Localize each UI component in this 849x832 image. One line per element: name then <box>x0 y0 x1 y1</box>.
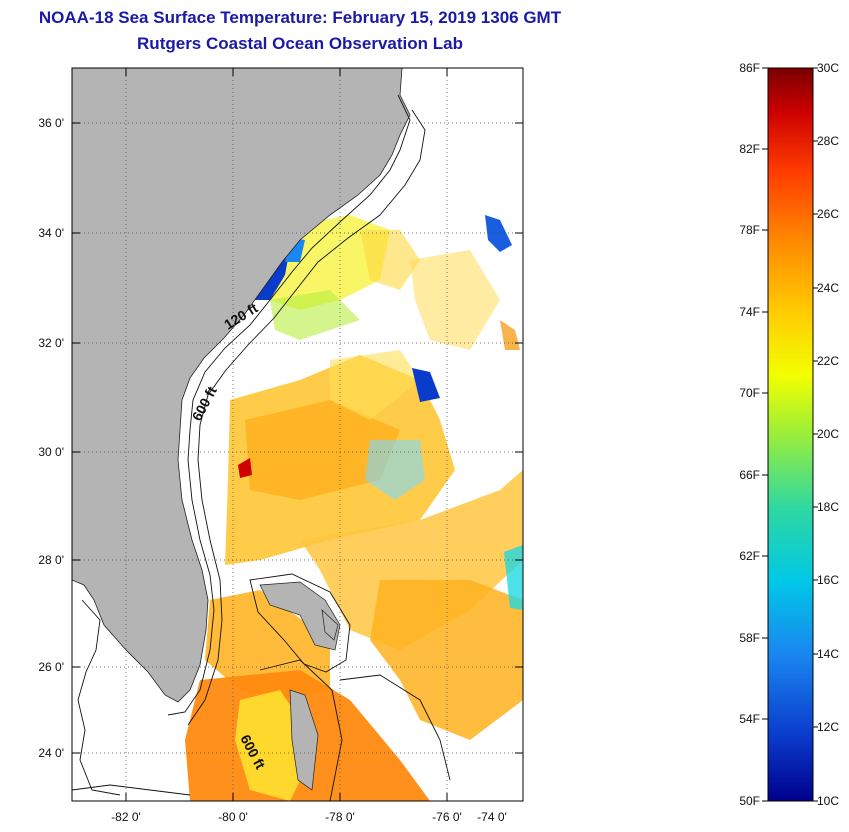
axis-ticks <box>72 68 523 801</box>
lat-label: 34 0' <box>38 226 64 240</box>
colorbar-label-c: 20C <box>817 427 840 441</box>
lat-label: 26 0' <box>38 660 64 674</box>
lon-label: -80 0' <box>218 810 248 824</box>
lat-label: 28 0' <box>38 553 64 567</box>
colorbar-label-f: 86F <box>739 61 760 75</box>
bathymetry-contours <box>72 94 451 801</box>
us-land <box>72 68 411 703</box>
map-title: NOAA-18 Sea Surface Temperature: Februar… <box>38 8 562 27</box>
colorbar-label-f: 70F <box>739 386 760 400</box>
colorbar-label-c: 30C <box>817 61 840 75</box>
colorbar-label-c: 18C <box>817 500 840 514</box>
colorbar-label-f: 74F <box>739 305 760 319</box>
lat-label: 24 0' <box>38 746 64 760</box>
bahamas-land <box>259 581 341 791</box>
lat-label: 36 0' <box>38 116 64 130</box>
lon-label: -74 0' <box>477 810 507 824</box>
colorbar-label-f: 50F <box>739 794 760 808</box>
colorbar-label-f: 58F <box>739 631 760 645</box>
colorbar-label-c: 22C <box>817 354 840 368</box>
colorbar-label-f: 82F <box>739 142 760 156</box>
lon-label: -76 0' <box>432 810 462 824</box>
colorbar-label-c: 16C <box>817 573 840 587</box>
lon-label: -82 0' <box>111 810 141 824</box>
lat-label: 32 0' <box>38 336 64 350</box>
map-area <box>72 68 523 801</box>
colorbar-label-c: 14C <box>817 647 840 661</box>
colorbar-ticks <box>762 67 818 802</box>
map-subtitle: Rutgers Coastal Ocean Observation Lab <box>137 34 463 53</box>
colorbar-label-f: 62F <box>739 549 760 563</box>
map-frame <box>71 67 524 802</box>
colorbar-label-c: 12C <box>817 720 840 734</box>
colorbar-label-f: 54F <box>739 712 760 726</box>
colorbar <box>767 67 814 802</box>
colorbar-label-c: 24C <box>817 281 840 295</box>
lon-label: -78 0' <box>325 810 355 824</box>
colorbar-label-c: 10C <box>817 794 840 808</box>
colorbar-label-f: 66F <box>739 468 760 482</box>
lat-label: 30 0' <box>38 445 64 459</box>
colorbar-label-f: 78F <box>739 223 760 237</box>
colorbar-label-c: 28C <box>817 134 840 148</box>
colorbar-label-c: 26C <box>817 207 840 221</box>
